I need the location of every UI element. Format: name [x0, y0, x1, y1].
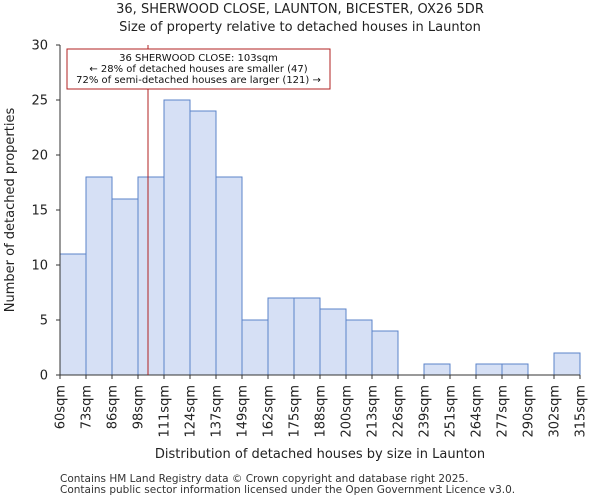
x-tick-label-277sqm: 277sqm	[496, 385, 511, 438]
chart-title: 36, SHERWOOD CLOSE, LAUNTON, BICESTER, O…	[116, 2, 484, 17]
x-tick-label-175sqm: 175sqm	[288, 385, 303, 438]
x-tick-label-124sqm: 124sqm	[184, 385, 199, 438]
x-tick-label-149sqm: 149sqm	[236, 385, 251, 438]
y-tick-label-0: 0	[40, 369, 48, 384]
x-tick-label-162sqm: 162sqm	[262, 385, 277, 438]
bar-98sqm	[137, 176, 165, 376]
bar-60sqm	[59, 253, 87, 376]
y-tick-label-20: 20	[31, 149, 48, 164]
annotation-rect	[66, 48, 331, 90]
bar-73sqm	[85, 176, 113, 376]
bar-264sqm	[475, 363, 503, 376]
annotation-line-1: 36 SHERWOOD CLOSE: 103sqm	[119, 53, 278, 64]
bar-277sqm	[501, 363, 529, 376]
bar-302sqm	[553, 352, 581, 376]
x-tick-label-137sqm: 137sqm	[210, 385, 225, 438]
annotation-box: 36 SHERWOOD CLOSE: 103sqm ← 28% of detac…	[66, 48, 331, 90]
y-axis-label: Number of detached properties	[3, 108, 18, 313]
bar-149sqm	[241, 319, 269, 376]
x-tick-label-290sqm: 290sqm	[522, 385, 537, 438]
x-ticks-group: 60sqm 73sqm 86sqm 98sqm 111sqm 124sqm 137sqm 14…	[54, 375, 589, 438]
bar-213sqm	[371, 330, 399, 376]
y-tick-label-15: 15	[31, 204, 48, 219]
bar-137sqm	[215, 176, 243, 376]
bar-111sqm	[163, 99, 191, 376]
x-tick-label-111sqm: 111sqm	[158, 385, 173, 438]
bar-86sqm	[111, 198, 139, 376]
bar-188sqm	[319, 308, 347, 376]
x-tick-label-60sqm: 60sqm	[54, 385, 69, 429]
annotation-line-3: 72% of semi-detached houses are larger (…	[76, 75, 321, 86]
x-tick-label-73sqm: 73sqm	[80, 385, 95, 429]
bar-200sqm	[345, 319, 373, 376]
annotation-line-2: ← 28% of detached houses are smaller (47…	[89, 64, 307, 75]
x-tick-label-98sqm: 98sqm	[132, 385, 147, 429]
bar-175sqm	[293, 297, 321, 376]
x-tick-label-264sqm: 264sqm	[470, 385, 485, 438]
bars-group	[59, 99, 581, 376]
bar-124sqm	[189, 110, 217, 376]
bar-239sqm	[423, 363, 451, 376]
y-tick-label-10: 10	[31, 259, 48, 274]
footer-line-2: Contains public sector information licen…	[60, 484, 516, 496]
x-tick-label-251sqm: 251sqm	[444, 385, 459, 438]
y-tick-label-30: 30	[31, 39, 48, 54]
chart-subtitle: Size of property relative to detached ho…	[119, 20, 481, 35]
bar-162sqm	[267, 297, 295, 376]
y-ticks-group: 0 5 10 15 20 25 30	[31, 39, 60, 384]
x-tick-label-239sqm: 239sqm	[418, 385, 433, 438]
x-tick-label-213sqm: 213sqm	[366, 385, 381, 438]
x-tick-label-200sqm: 200sqm	[340, 385, 355, 438]
x-tick-label-86sqm: 86sqm	[106, 385, 121, 429]
x-tick-label-226sqm: 226sqm	[392, 385, 407, 438]
x-axis-label: Distribution of detached houses by size …	[155, 447, 485, 462]
footer-line-1: Contains HM Land Registry data © Crown c…	[60, 473, 469, 485]
y-tick-label-5: 5	[40, 314, 48, 329]
x-tick-label-315sqm: 315sqm	[574, 385, 589, 438]
x-tick-label-188sqm: 188sqm	[314, 385, 329, 438]
y-tick-label-25: 25	[31, 94, 48, 109]
x-tick-label-302sqm: 302sqm	[548, 385, 563, 438]
